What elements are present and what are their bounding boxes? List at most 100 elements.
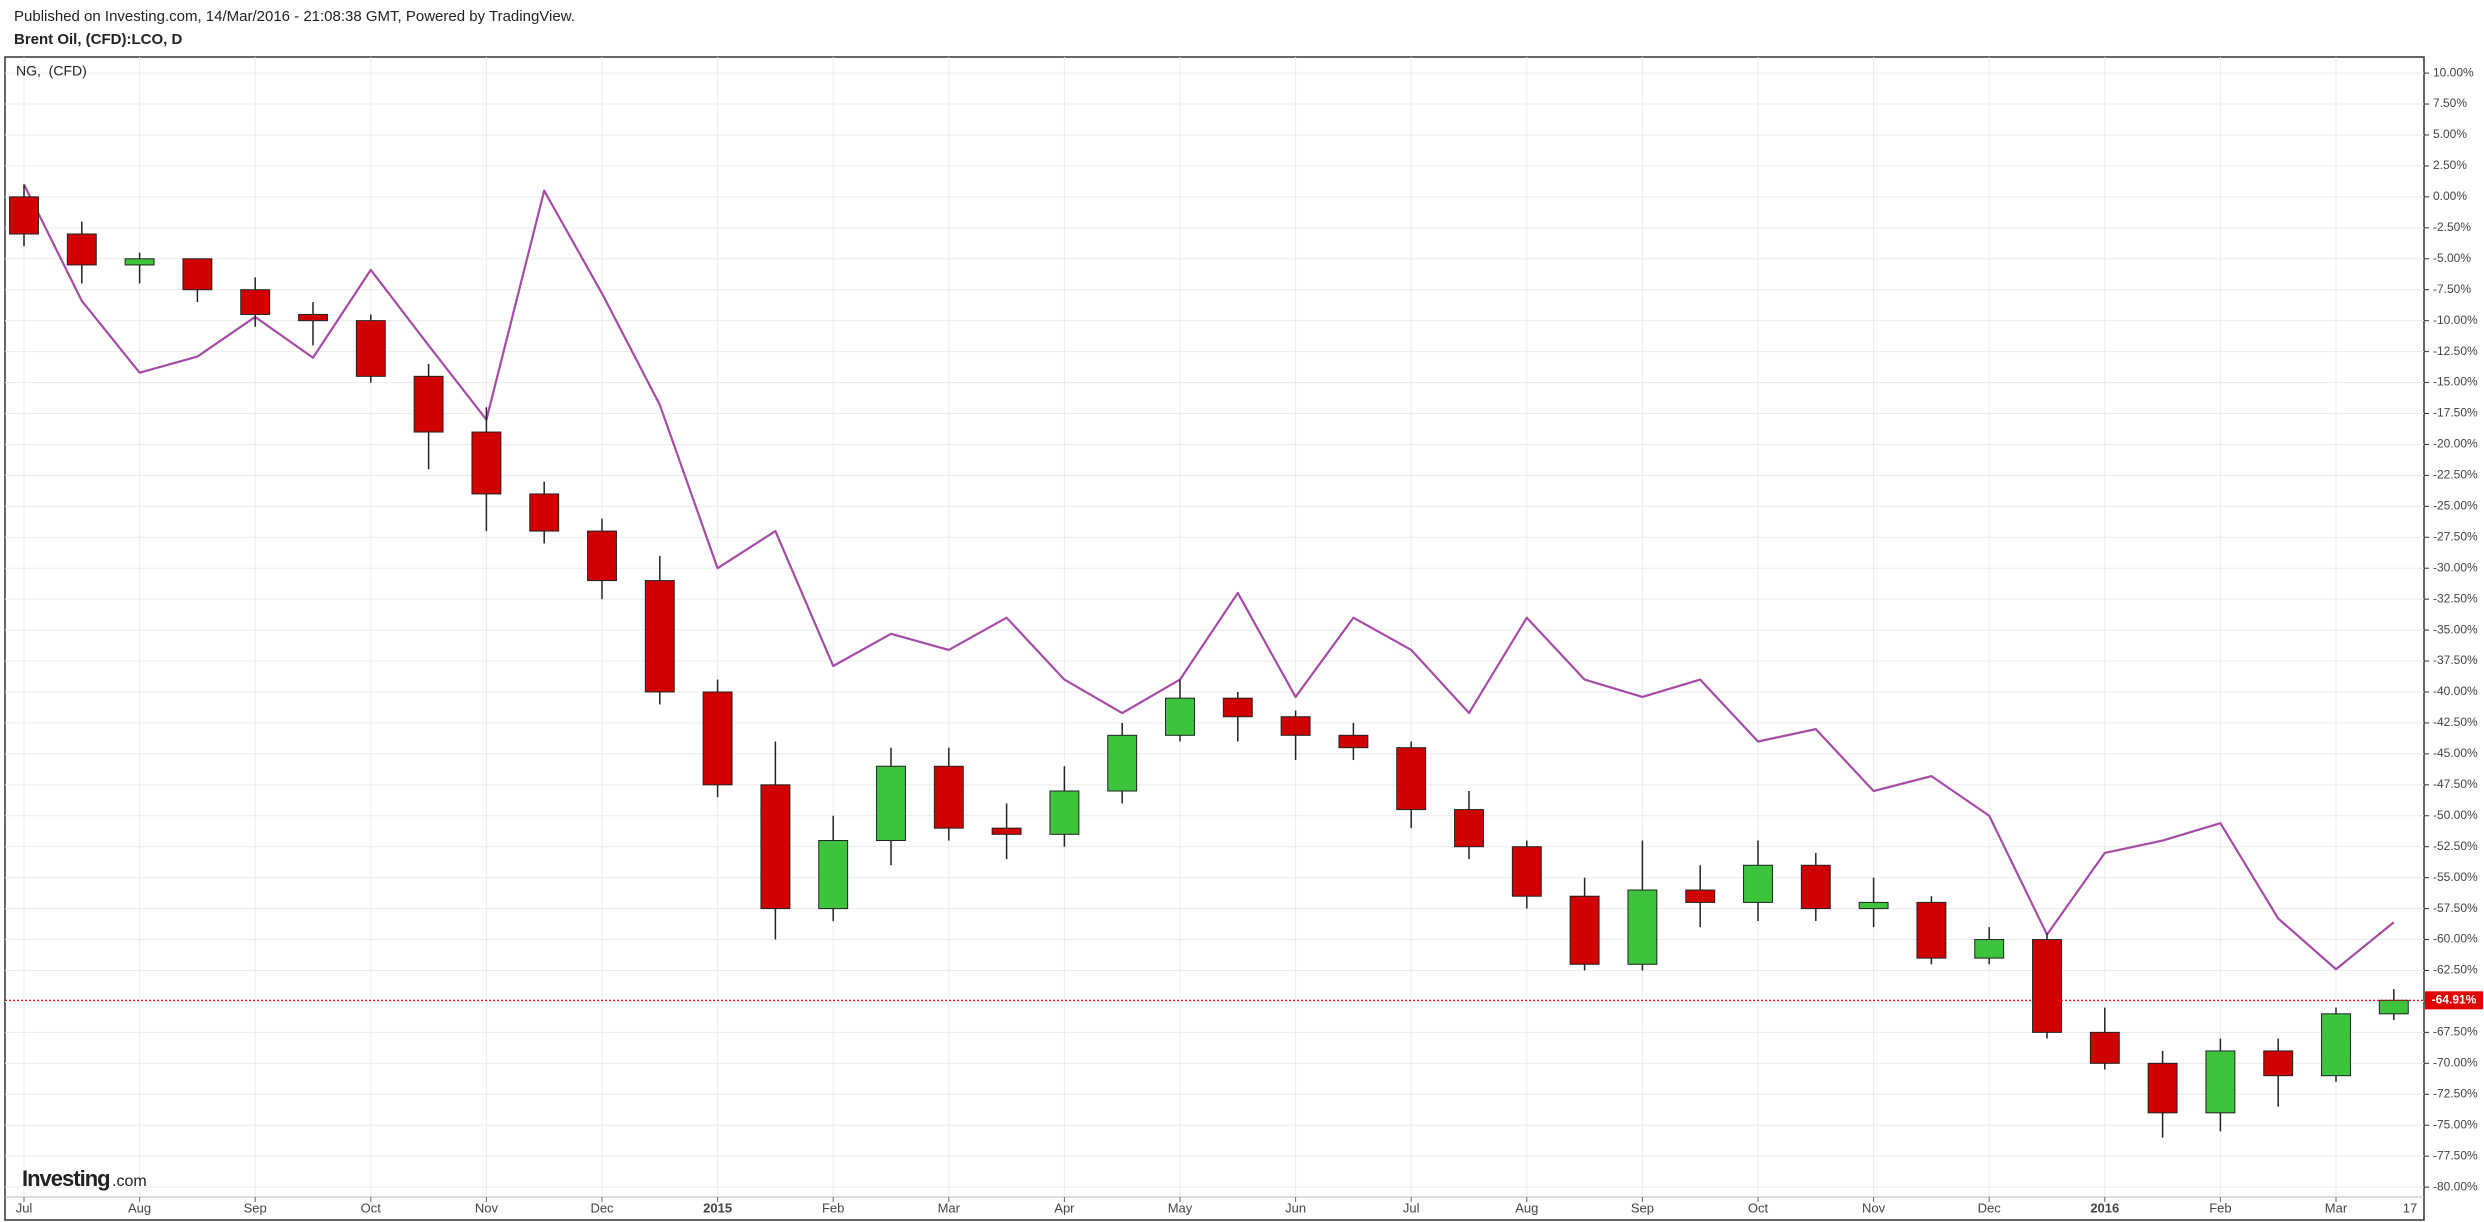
candle-body [2089, 1031, 2120, 1064]
y-tick-label: -72.50% [2433, 1086, 2478, 1100]
x-tick-label: Nov [475, 1200, 499, 1215]
candle-body [2321, 1013, 2351, 1077]
candle-body [644, 580, 675, 693]
x-tick-label: Sep [244, 1200, 267, 1215]
x-tick-label: Aug [1515, 1200, 1538, 1215]
x-tick-label: Oct [361, 1200, 382, 1215]
candle-body [1627, 889, 1658, 965]
x-tick-label: Dec [1978, 1200, 2002, 1215]
y-tick-label: -37.50% [2433, 653, 2478, 667]
x-tick-label: Jul [16, 1200, 33, 1215]
y-tick-label: -25.00% [2433, 498, 2478, 512]
y-tick-label: -17.50% [2433, 406, 2478, 420]
y-tick-label: -47.50% [2433, 777, 2478, 791]
candle-body [124, 258, 155, 266]
candle-body [818, 840, 849, 910]
candle-body [1569, 895, 1600, 965]
y-tick-label: -35.00% [2433, 622, 2478, 636]
x-tick-label: Aug [128, 1200, 151, 1215]
legend-entry: NG, (CFD) [16, 63, 87, 79]
y-tick-label: -70.00% [2433, 1055, 2478, 1069]
logo-suffix: .com [112, 1173, 147, 1190]
y-tick-label: -40.00% [2433, 684, 2478, 698]
candle-body [1916, 901, 1947, 959]
candle-body [2147, 1062, 2178, 1114]
x-tick-label: Dec [590, 1200, 614, 1215]
candle-body [182, 258, 213, 291]
y-tick-label: -2.50% [2433, 220, 2471, 234]
x-tick-label: 17 [2403, 1200, 2417, 1215]
chart-frame [4, 56, 2425, 1221]
candle-body [933, 765, 964, 829]
candle-body [2032, 939, 2062, 1033]
candle-body [1280, 716, 1311, 736]
candle-body [9, 196, 39, 235]
y-tick-label: 10.00% [2433, 65, 2474, 79]
y-tick-label: -15.00% [2433, 375, 2478, 389]
candle-body [1974, 939, 2005, 959]
y-tick-label: -55.00% [2433, 870, 2478, 884]
candle-body [298, 313, 328, 322]
y-tick-label: 5.00% [2433, 127, 2467, 141]
y-tick-label: -32.50% [2433, 591, 2478, 605]
y-tick-label: 2.50% [2433, 158, 2467, 172]
last-value-badge [2425, 991, 2483, 1010]
candle-body [1454, 809, 1484, 848]
y-tick-label: -67.50% [2433, 1025, 2478, 1039]
candle-body [1685, 889, 1716, 903]
last-value-label: -64.91% [2432, 992, 2477, 1006]
x-tick-label: 2016 [2090, 1200, 2119, 1215]
candle-body [2378, 999, 2409, 1015]
x-tick-label: Oct [1748, 1200, 1769, 1215]
x-tick-label: 2015 [703, 1200, 732, 1215]
candle-body [1165, 697, 1195, 736]
candle-body [1800, 864, 1831, 910]
y-tick-label: -12.50% [2433, 344, 2478, 358]
line-series [23, 184, 2395, 971]
candle-body [876, 765, 906, 842]
y-tick-label: -50.00% [2433, 808, 2478, 822]
plot [5, 184, 2424, 1138]
x-tick-label: Sep [1631, 1200, 1654, 1215]
x-tick-label: Jun [1285, 1200, 1306, 1215]
candle-body [1858, 901, 1889, 910]
y-tick-label: 0.00% [2433, 189, 2467, 203]
y-tick-label: 7.50% [2433, 96, 2467, 110]
x-tick-label: Mar [2325, 1200, 2348, 1215]
candle-body [1049, 790, 1080, 835]
y-tick-label: -22.50% [2433, 468, 2478, 482]
candle-body [2263, 1050, 2294, 1077]
candle-body [529, 493, 560, 532]
x-tick-label: Feb [822, 1200, 844, 1215]
y-tick-label: -75.00% [2433, 1117, 2478, 1131]
candle-body [240, 289, 271, 315]
candle-body [413, 375, 444, 433]
y-tick-label: -80.00% [2433, 1179, 2478, 1193]
candle-body [1107, 734, 1138, 792]
candle-body [1222, 697, 1253, 718]
y-tick-label: -10.00% [2433, 313, 2478, 327]
candle-body [471, 431, 502, 495]
x-tick-label: Apr [1054, 1200, 1075, 1215]
candle-body [66, 233, 97, 266]
candle-body [1511, 846, 1542, 897]
x-tick-label: Feb [2209, 1200, 2231, 1215]
candle-body [991, 827, 1022, 835]
candle-body [2205, 1050, 2236, 1114]
x-tick-label: Mar [938, 1200, 961, 1215]
candle-body [1338, 734, 1369, 749]
y-tick-label: -5.00% [2433, 251, 2471, 265]
y-tick-label: -60.00% [2433, 932, 2478, 946]
candle-body [702, 691, 733, 786]
y-tick-label: -27.50% [2433, 529, 2478, 543]
y-tick-label: -20.00% [2433, 437, 2478, 451]
y-tick-label: -62.50% [2433, 963, 2478, 977]
y-tick-label: -45.00% [2433, 746, 2478, 760]
x-tick-label: Jul [1403, 1200, 1420, 1215]
candle-body [1743, 864, 1773, 903]
y-tick-label: -52.50% [2433, 839, 2478, 853]
x-tick-label: Nov [1862, 1200, 1886, 1215]
logo-brand: Investing [22, 1166, 110, 1191]
y-tick-label: -30.00% [2433, 560, 2478, 574]
